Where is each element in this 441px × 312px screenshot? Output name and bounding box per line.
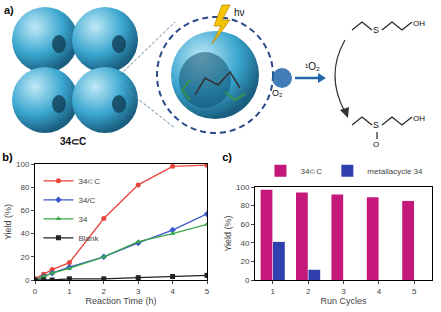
svg-text:metallacycle 34: metallacycle 34 [367, 167, 423, 176]
svg-text:20: 20 [240, 257, 249, 266]
svg-text:Blank: Blank [78, 234, 99, 243]
svg-text:Yield (%): Yield (%) [3, 204, 13, 240]
svg-text:80: 80 [240, 201, 249, 210]
svg-text:S: S [373, 120, 379, 130]
svg-text:4: 4 [377, 287, 382, 296]
svg-text:2: 2 [306, 287, 311, 296]
svg-text:¹O₂: ¹O₂ [305, 61, 320, 72]
svg-text:c): c) [222, 151, 232, 163]
svg-text:O₂: O₂ [272, 88, 283, 98]
svg-text:S: S [373, 25, 379, 35]
svg-text:0: 0 [33, 287, 38, 296]
svg-text:100: 100 [16, 160, 30, 169]
svg-text:34: 34 [78, 215, 87, 224]
svg-text:5: 5 [205, 287, 210, 296]
svg-text:60: 60 [20, 206, 29, 215]
svg-text:0: 0 [245, 276, 250, 285]
svg-text:0: 0 [25, 276, 30, 285]
svg-text:20: 20 [20, 253, 29, 262]
svg-text:80: 80 [20, 183, 29, 192]
svg-text:OH: OH [413, 114, 425, 123]
svg-text:OH: OH [413, 19, 425, 28]
svg-text:60: 60 [240, 220, 249, 229]
svg-text:Yield (%): Yield (%) [223, 215, 233, 251]
svg-text:40: 40 [240, 239, 249, 248]
svg-text:34⊂C: 34⊂C [300, 167, 322, 176]
svg-text:3: 3 [341, 287, 346, 296]
svg-text:2: 2 [102, 287, 107, 296]
svg-text:34/C: 34/C [78, 196, 95, 205]
svg-text:b): b) [2, 151, 13, 163]
svg-text:34⊂C: 34⊂C [78, 177, 100, 186]
svg-text:a): a) [4, 4, 14, 16]
svg-text:Run Cycles: Run Cycles [320, 296, 367, 306]
svg-text:1: 1 [270, 287, 275, 296]
svg-text:4: 4 [170, 287, 175, 296]
svg-text:34⊂C: 34⊂C [60, 136, 86, 147]
svg-text:100: 100 [236, 183, 250, 192]
svg-text:40: 40 [20, 229, 29, 238]
svg-text:Reaction Time (h): Reaction Time (h) [85, 296, 156, 306]
svg-text:O: O [373, 140, 379, 148]
svg-text:hν: hν [234, 7, 245, 18]
svg-text:3: 3 [136, 287, 141, 296]
svg-text:5: 5 [412, 287, 417, 296]
svg-text:1: 1 [67, 287, 72, 296]
